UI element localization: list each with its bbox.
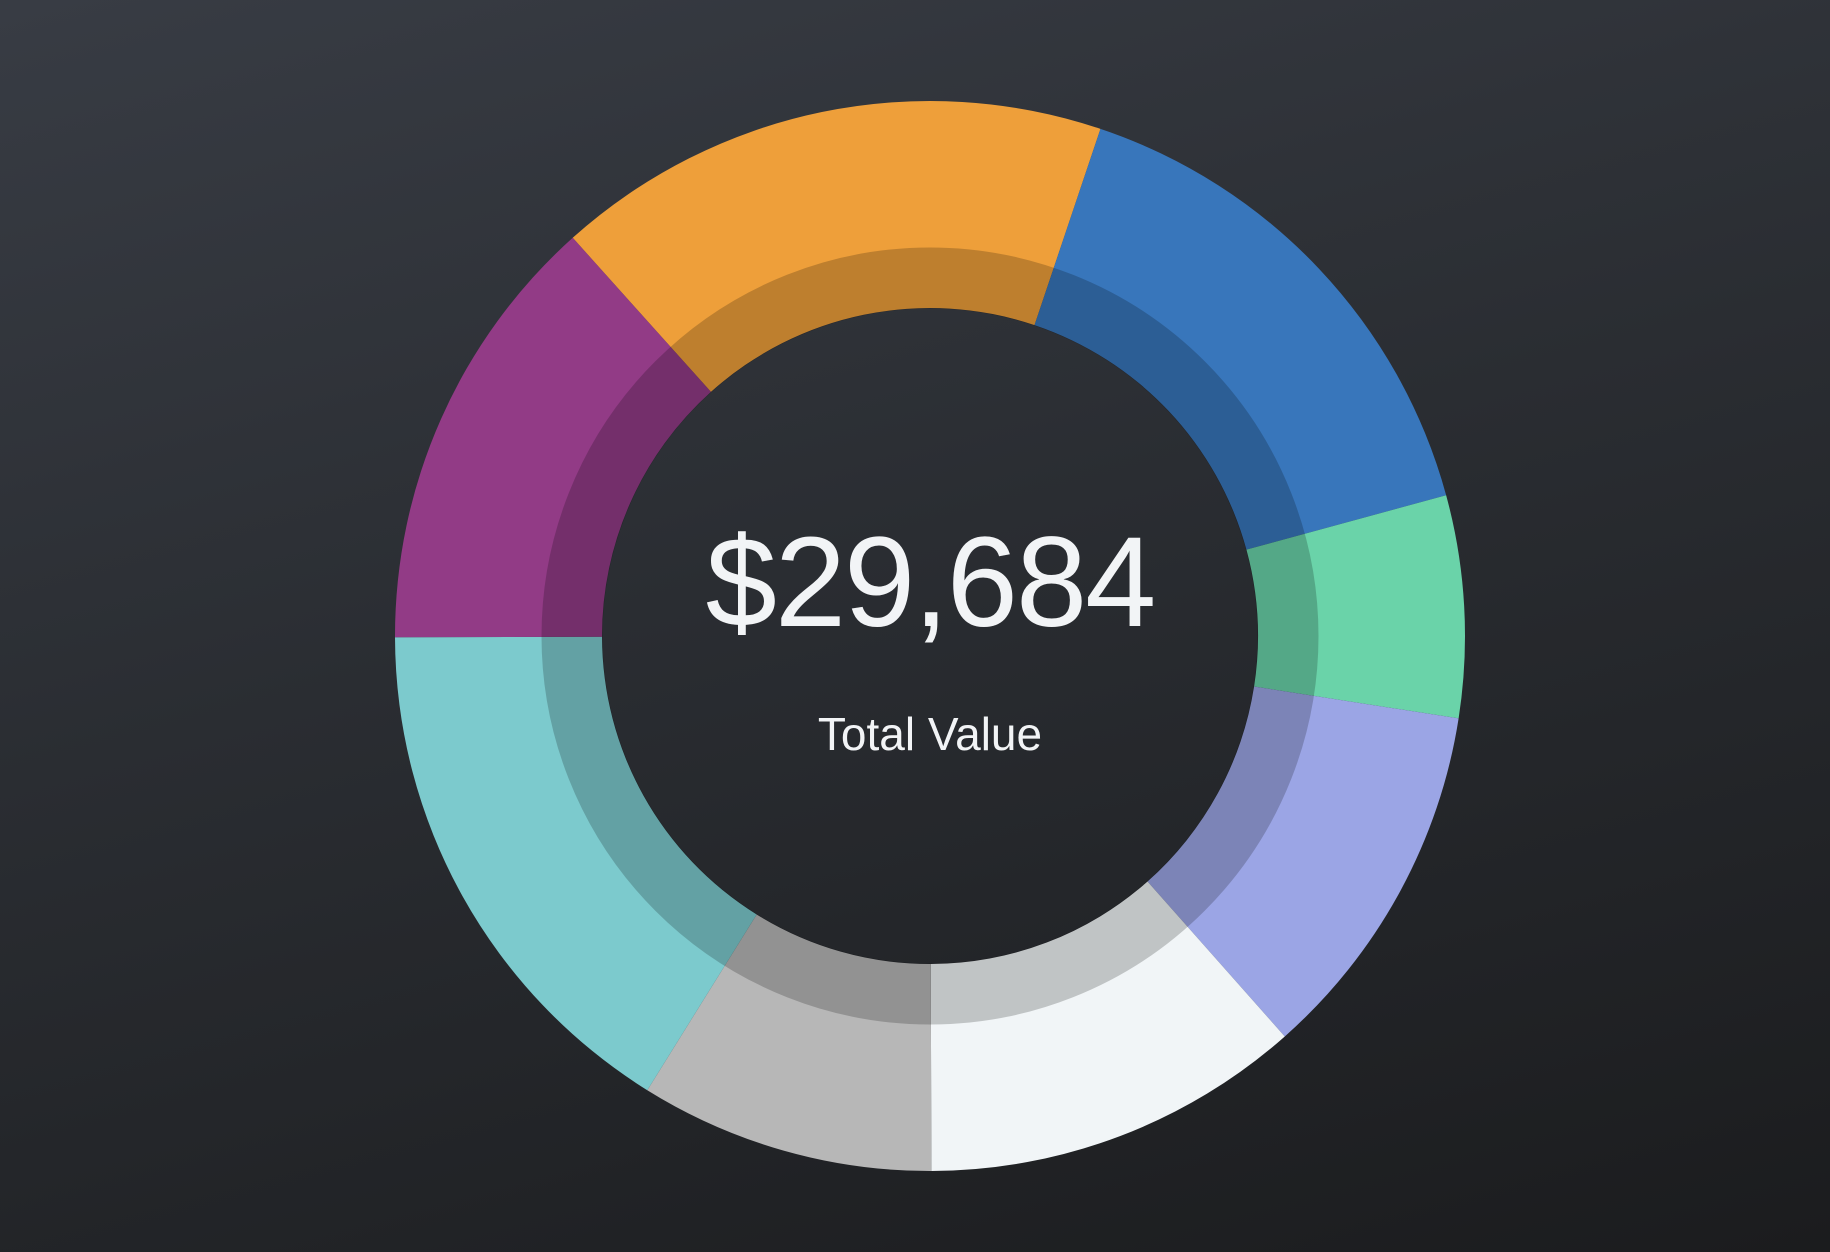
donut <box>395 100 1465 1172</box>
donut-segment <box>1147 686 1459 1037</box>
donut-segment <box>395 636 757 1091</box>
donut-segment <box>930 881 1285 1171</box>
total-label: Total Value <box>818 708 1042 760</box>
inner-shade-ring <box>541 247 1319 1025</box>
donut-segment <box>1246 495 1465 719</box>
donut-segment <box>647 914 932 1172</box>
total-value: $29,684 <box>706 511 1155 654</box>
donut-segment <box>395 237 711 638</box>
donut-segment <box>1034 128 1447 550</box>
donut-segment <box>572 100 1101 392</box>
